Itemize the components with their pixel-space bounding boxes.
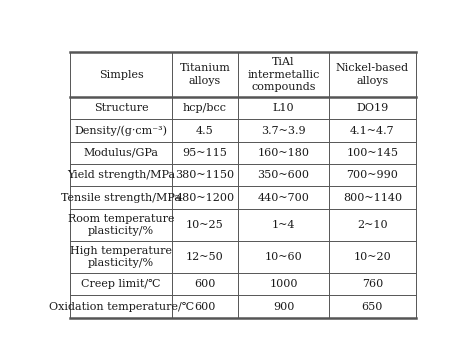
Text: 10~60: 10~60 xyxy=(264,252,302,262)
Text: Yield strength/MPa: Yield strength/MPa xyxy=(67,170,175,180)
Text: 600: 600 xyxy=(194,302,216,312)
Text: Modulus/GPa: Modulus/GPa xyxy=(84,148,159,158)
Text: Creep limit/℃: Creep limit/℃ xyxy=(82,279,161,289)
Text: 2~10: 2~10 xyxy=(357,220,388,230)
Text: DO19: DO19 xyxy=(356,103,389,113)
Text: 4.5: 4.5 xyxy=(196,126,214,136)
Text: TiAl
intermetallic
compounds: TiAl intermetallic compounds xyxy=(247,57,319,92)
Text: 12~50: 12~50 xyxy=(186,252,224,262)
Text: High temperature
plasticity/%: High temperature plasticity/% xyxy=(70,246,172,268)
Text: 600: 600 xyxy=(194,279,216,289)
Text: Room temperature
plasticity/%: Room temperature plasticity/% xyxy=(68,213,174,236)
Text: 700~990: 700~990 xyxy=(346,170,398,180)
Text: 440~700: 440~700 xyxy=(257,193,310,202)
Text: Oxidation temperature/℃: Oxidation temperature/℃ xyxy=(48,302,194,312)
Text: 160~180: 160~180 xyxy=(257,148,310,158)
Text: 3.7~3.9: 3.7~3.9 xyxy=(261,126,306,136)
Text: 100~145: 100~145 xyxy=(346,148,399,158)
Text: Tensile strength/MPa: Tensile strength/MPa xyxy=(61,193,181,202)
Text: Simples: Simples xyxy=(99,69,144,80)
Text: 1~4: 1~4 xyxy=(272,220,295,230)
Text: 650: 650 xyxy=(362,302,383,312)
Text: 4.1~4.7: 4.1~4.7 xyxy=(350,126,395,136)
Text: Nickel-based
alloys: Nickel-based alloys xyxy=(336,63,409,86)
Text: 10~25: 10~25 xyxy=(186,220,224,230)
Text: Density/(g·cm⁻³): Density/(g·cm⁻³) xyxy=(75,125,168,136)
Text: 760: 760 xyxy=(362,279,383,289)
Text: 380~1150: 380~1150 xyxy=(175,170,235,180)
Text: hcp/bcc: hcp/bcc xyxy=(183,103,227,113)
Text: 10~20: 10~20 xyxy=(354,252,392,262)
Text: 1000: 1000 xyxy=(269,279,298,289)
Text: L10: L10 xyxy=(273,103,294,113)
Text: 350~600: 350~600 xyxy=(257,170,310,180)
Text: 480~1200: 480~1200 xyxy=(175,193,235,202)
Text: Titanium
alloys: Titanium alloys xyxy=(180,63,230,86)
Text: 95~115: 95~115 xyxy=(182,148,228,158)
Text: 800~1140: 800~1140 xyxy=(343,193,402,202)
Text: Structure: Structure xyxy=(94,103,148,113)
Text: 900: 900 xyxy=(273,302,294,312)
